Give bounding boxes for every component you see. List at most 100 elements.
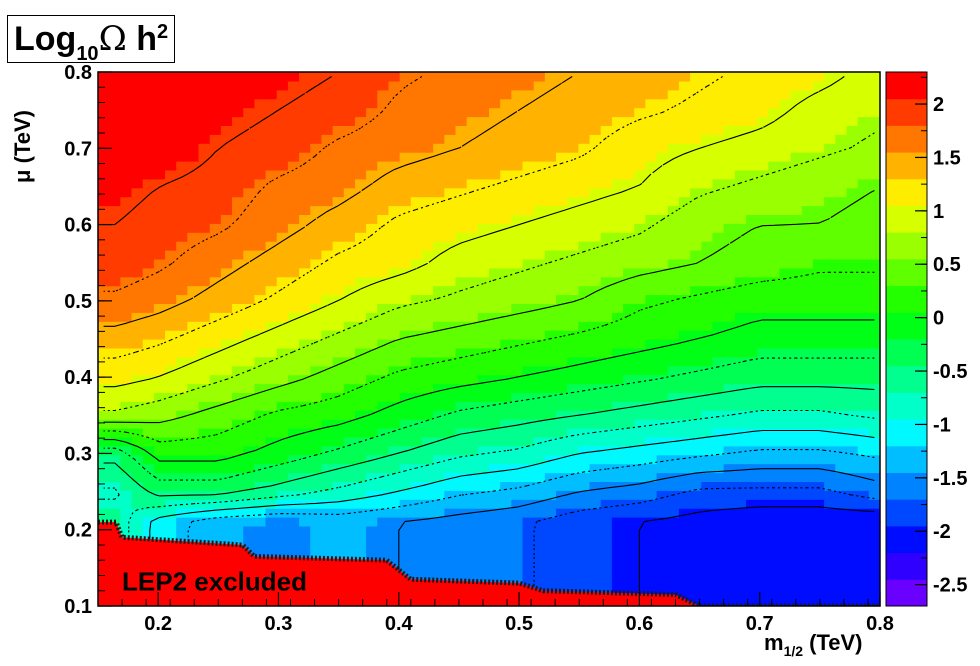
heatmap-cell — [645, 178, 658, 189]
heatmap-cell — [857, 205, 870, 215]
heatmap-cell — [366, 383, 378, 393]
heatmap-cell — [120, 107, 133, 118]
heatmap-cell — [824, 98, 836, 109]
heatmap-cell — [455, 499, 468, 509]
heatmap-cell — [477, 472, 490, 482]
heatmap-cell — [153, 472, 166, 482]
heatmap-cell — [299, 98, 311, 109]
heatmap-cell — [790, 250, 803, 260]
heatmap-cell — [388, 517, 401, 527]
heatmap-cell — [489, 303, 501, 313]
heatmap-cell — [377, 143, 390, 153]
heatmap-cell — [678, 161, 691, 171]
heatmap-cell — [734, 356, 747, 367]
heatmap-cell — [120, 347, 133, 358]
heatmap-cell — [835, 258, 848, 269]
heatmap-cell — [645, 392, 658, 402]
heatmap-cell — [522, 454, 535, 465]
heatmap-cell — [589, 552, 602, 563]
heatmap-cell — [768, 125, 781, 135]
heatmap-cell — [712, 490, 725, 500]
heatmap-cell — [254, 330, 267, 340]
heatmap-cell — [421, 276, 434, 287]
heatmap-cell — [243, 481, 255, 491]
heatmap-cell — [310, 250, 323, 260]
heatmap-cell — [656, 169, 669, 180]
heatmap-cell — [790, 178, 803, 189]
heatmap-cell — [511, 116, 524, 126]
heatmap-cell — [678, 267, 691, 278]
heatmap-cell — [388, 525, 401, 536]
heatmap-cell — [187, 303, 200, 313]
x-axis-label-main: m — [764, 630, 784, 655]
heatmap-cell — [332, 125, 345, 135]
heatmap-cell — [611, 258, 624, 269]
heatmap-cell — [578, 454, 591, 465]
heatmap-cell — [455, 419, 468, 429]
heatmap-cell — [254, 463, 267, 474]
heatmap-cell — [220, 107, 233, 118]
heatmap-cell — [533, 570, 546, 580]
heatmap-cell — [176, 374, 188, 385]
heatmap-cell — [198, 330, 211, 340]
heatmap-cell — [254, 72, 267, 82]
heatmap-cell — [611, 392, 624, 402]
heatmap-cell — [354, 525, 367, 536]
heatmap-cell — [533, 579, 546, 589]
heatmap-cell — [444, 161, 457, 171]
heatmap-cell — [690, 481, 702, 491]
heatmap-cell — [142, 241, 155, 251]
heatmap-cell — [812, 445, 825, 456]
heatmap-cell — [410, 570, 423, 580]
heatmap-cell — [198, 89, 211, 100]
heatmap-cell — [757, 116, 769, 126]
heatmap-cell — [455, 116, 468, 126]
heatmap-cell — [734, 107, 747, 118]
heatmap-cell — [120, 419, 133, 429]
heatmap-cell — [287, 98, 300, 109]
heatmap-cell — [801, 347, 814, 358]
heatmap-cell — [779, 72, 792, 82]
heatmap-cell — [857, 383, 870, 393]
heatmap-cell — [578, 303, 591, 313]
heatmap-cell — [611, 383, 624, 393]
title-suffix: h — [126, 20, 157, 58]
heatmap-cell — [511, 534, 524, 545]
contour-line — [103, 76, 573, 327]
heatmap-cell — [678, 552, 691, 563]
heatmap-cell — [690, 125, 702, 135]
heatmap-cell — [366, 276, 378, 287]
heatmap-cell — [366, 392, 378, 402]
heatmap-cell — [354, 107, 367, 118]
heatmap-cell — [600, 116, 613, 126]
heatmap-cell — [634, 294, 646, 304]
heatmap-cell — [868, 463, 880, 474]
heatmap-cell — [678, 80, 691, 91]
heatmap-cell — [176, 303, 188, 313]
heatmap-cell — [846, 232, 859, 242]
colorbar-tick-label: 1 — [933, 201, 944, 223]
heatmap-cell — [556, 339, 568, 349]
heatmap-cell — [690, 543, 702, 554]
heatmap-cell — [667, 294, 680, 304]
heatmap-cell — [868, 410, 880, 420]
heatmap-cell — [466, 374, 479, 385]
heatmap-cell — [433, 98, 445, 109]
heatmap-cell — [321, 445, 334, 456]
heatmap-cell — [209, 250, 222, 260]
heatmap-cell — [276, 365, 289, 376]
heatmap-cell — [567, 579, 579, 589]
heatmap-cell — [801, 285, 814, 296]
heatmap-cell — [645, 312, 658, 322]
heatmap-cell — [343, 490, 356, 500]
heatmap-cell — [500, 143, 512, 153]
heatmap-cell — [522, 214, 535, 224]
heatmap-cell — [243, 410, 255, 420]
heatmap-cell — [567, 196, 579, 207]
heatmap-cell — [522, 428, 535, 438]
heatmap-cell — [343, 445, 356, 456]
heatmap-cell — [801, 312, 814, 322]
heatmap-cell — [801, 250, 814, 260]
heatmap-cell — [768, 330, 781, 340]
heatmap-cell — [790, 285, 803, 296]
